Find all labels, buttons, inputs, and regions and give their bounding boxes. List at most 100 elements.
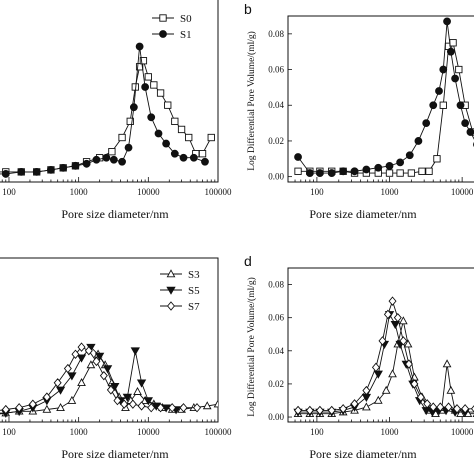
data-point [133,386,142,395]
x-tick-label: 100000 [205,187,233,197]
data-point [63,363,72,374]
data-point [446,47,455,56]
plot-frame [287,15,474,183]
plot-frame [0,0,219,183]
legend-entry: S3 [160,269,200,281]
y-tick-label: 0.06 [268,65,284,75]
data-point [374,163,383,172]
data-point [92,155,101,164]
data-point [456,101,465,110]
series-line-3 [294,296,474,416]
data-point [120,399,129,409]
data-point [1,404,10,415]
x-tick-label: 10000 [451,427,474,437]
data-point [109,155,118,164]
data-point [77,342,86,352]
data-point [110,383,120,392]
data-point [433,155,441,163]
data-point [67,372,77,381]
data-point [185,133,193,142]
y-tick-label: 0.04 [268,346,284,356]
data-point [102,365,113,374]
y-tick-label: 0.04 [268,100,284,110]
y-tick-label: 0.02 [268,379,284,389]
y-tick-label: 0.08 [268,280,284,290]
data-point [404,359,413,369]
data-point [99,370,108,381]
x-tick-label: 10000 [137,187,160,197]
data-point [453,404,462,414]
data-point [198,150,207,158]
data-point [118,157,126,166]
data-point [388,369,397,378]
data-point [106,385,115,395]
plot-area [0,42,215,178]
data-point [390,321,400,330]
data-point [396,169,404,177]
data-point [189,153,198,162]
data-point [414,137,423,145]
data-point [446,385,456,394]
data-point [59,163,68,172]
legend-entry: S5 [160,285,200,297]
legend-marker [167,301,175,311]
data-point [461,404,470,414]
data-point [466,128,474,136]
legend-entry: S0 [152,13,192,25]
series-line [0,346,177,415]
data-point [461,119,470,127]
data-point [350,399,359,409]
data-point [137,401,146,411]
data-point [339,167,348,176]
data-point [327,405,336,416]
series-line-1 [294,39,474,177]
y-tick-label: 0.08 [268,29,284,39]
data-point [141,83,150,91]
data-point [470,405,474,413]
data-point [373,370,383,379]
data-point [193,403,202,413]
legend-marker [159,30,167,38]
data-point [71,161,80,170]
data-point [118,133,126,142]
data-point [92,356,101,367]
data-point [439,65,448,74]
legend-marker [166,286,176,295]
y-tick-label: 0.00 [268,412,284,422]
data-point [362,385,371,396]
data-point [396,158,405,167]
data-point [294,405,303,416]
legend-marker [159,14,167,22]
data-point [451,74,460,83]
x-tick-label: 1000 [70,187,89,197]
x-axis-title: Pore size diameter/nm [61,207,169,221]
x-tick-label: 100 [310,427,324,437]
data-point [77,378,86,387]
data-point [135,42,144,51]
data-point [94,352,105,361]
data-point [129,103,138,112]
data-point [122,393,133,402]
data-point [156,89,165,97]
legend-entry: S1 [152,29,192,41]
data-point [161,404,171,413]
data-point [416,392,425,402]
x-tick-label: 100 [2,187,16,197]
data-point [150,81,158,89]
legend-label: S5 [188,285,200,297]
data-point [55,386,66,395]
x-tick-label: 100 [2,427,16,437]
x-tick-label: 1000 [70,427,89,437]
data-point [76,354,87,363]
legend-label: S1 [180,29,192,41]
data-point [435,87,443,95]
data-point [179,403,188,413]
data-point [147,403,156,413]
y-axis-title: Log Differential Pore Volume/(ml/g) [246,277,257,417]
data-point [17,167,26,176]
y-tick-label: 0.06 [268,313,284,323]
data-point [455,65,463,74]
data-point [53,378,62,388]
